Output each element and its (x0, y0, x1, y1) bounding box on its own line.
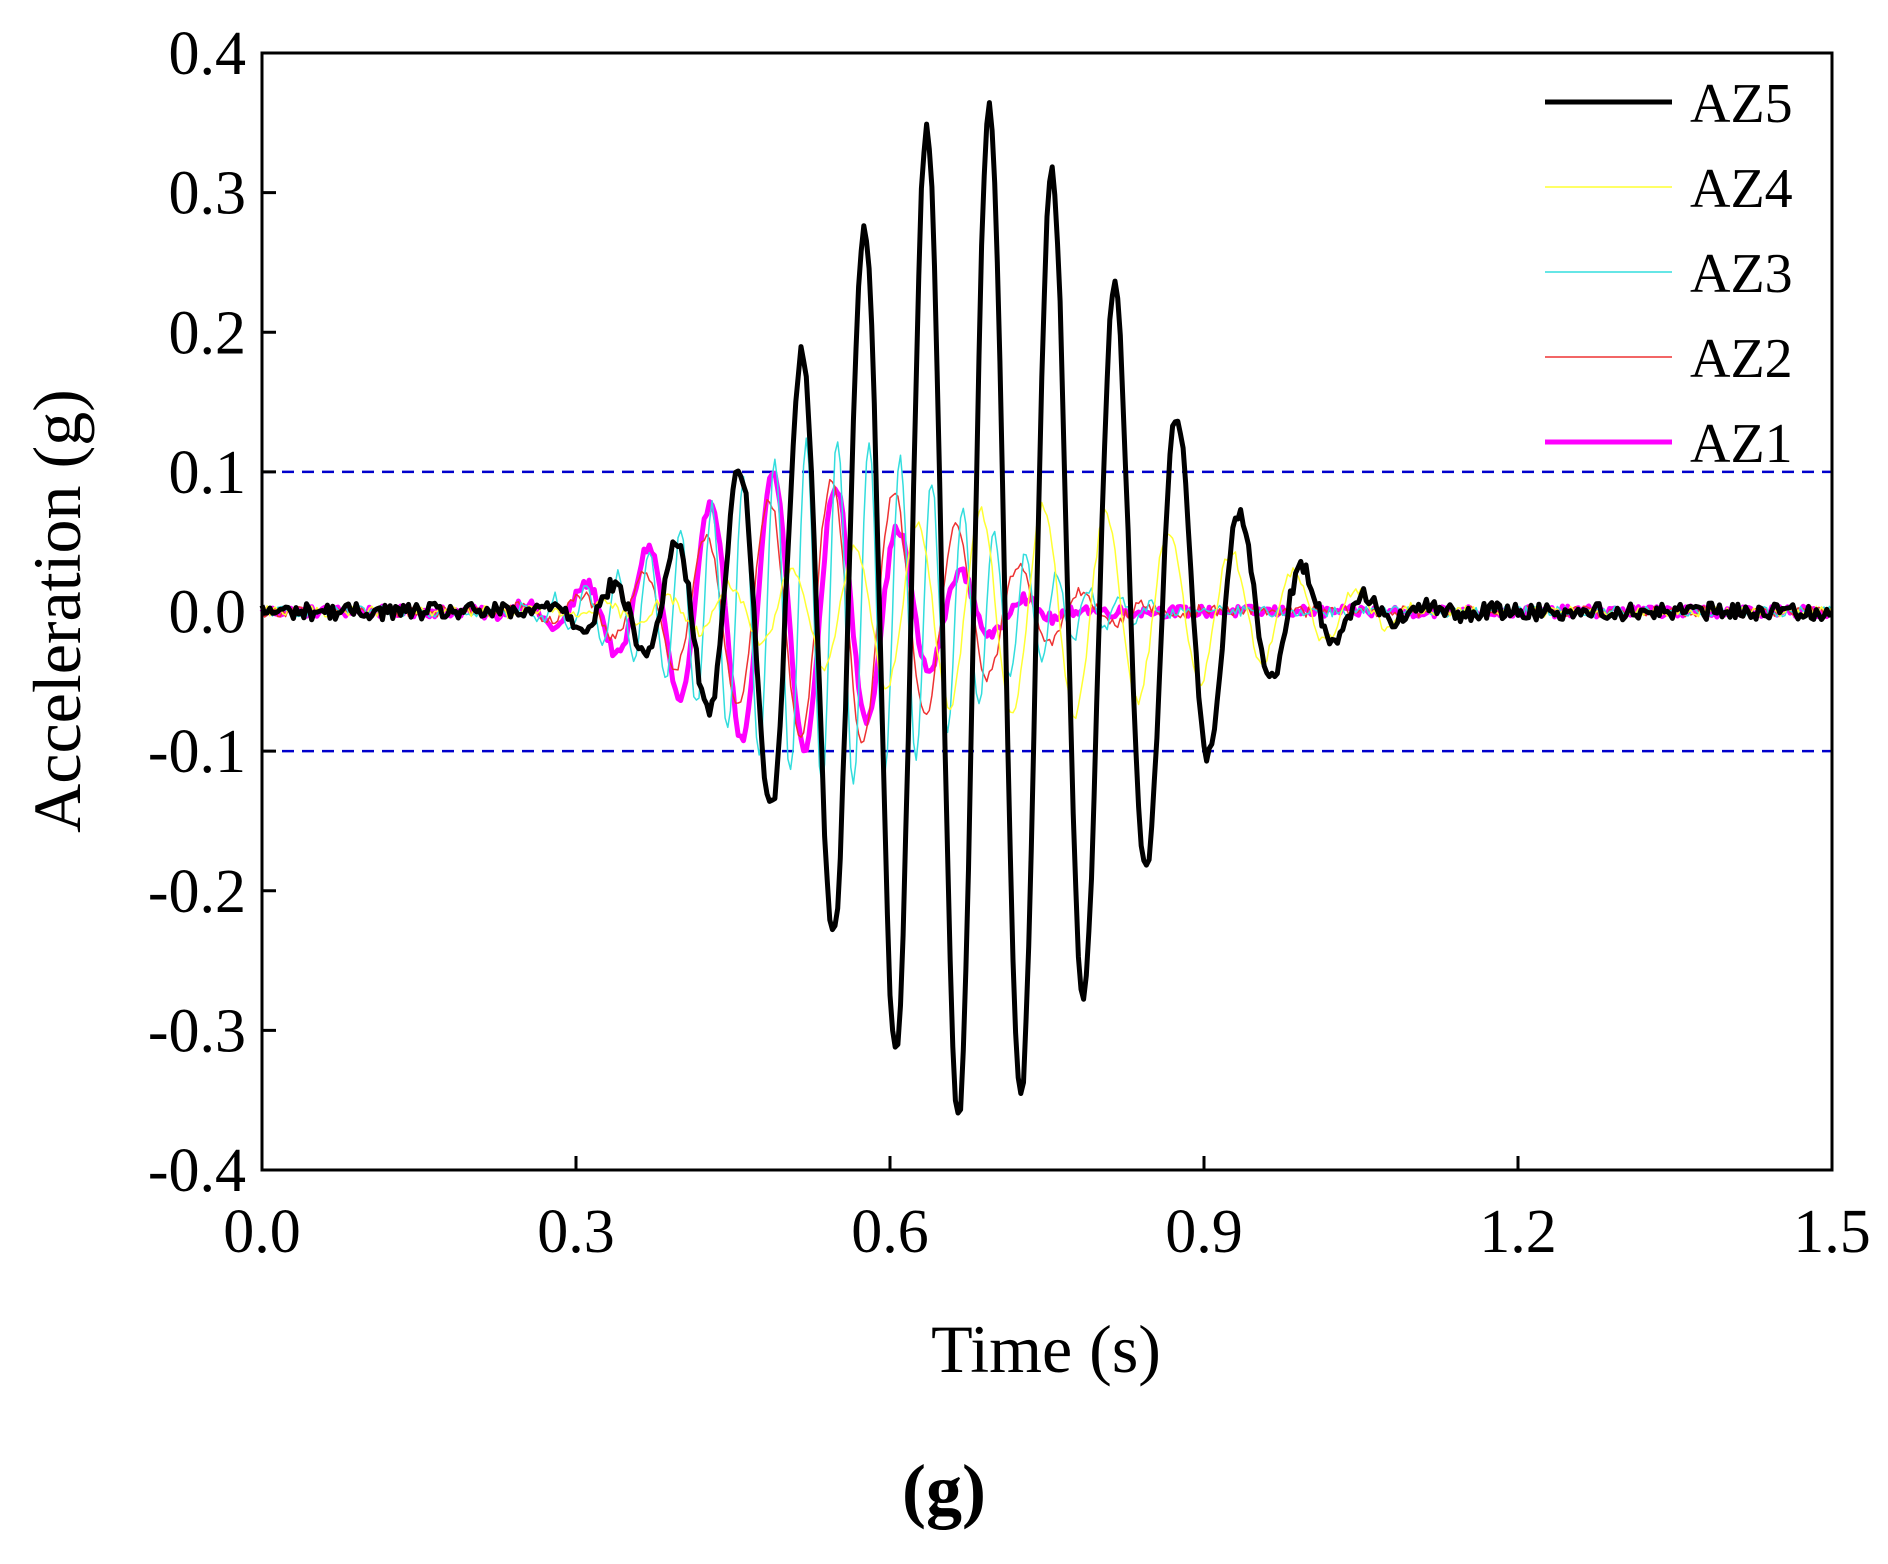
y-tick-label: 0.1 (169, 439, 247, 507)
y-axis-label: Acceleration (g) (19, 389, 95, 833)
y-tick-label: -0.2 (148, 858, 246, 926)
y-tick-label: 0.2 (169, 299, 247, 367)
y-tick-label: -0.3 (148, 997, 246, 1065)
y-tick-label: 0.4 (169, 20, 247, 88)
series-layer (259, 100, 1834, 1116)
x-tick-label: 1.2 (1479, 1198, 1557, 1266)
x-axis-label: Time (s) (931, 1311, 1161, 1387)
x-tick-label: 1.5 (1793, 1198, 1871, 1266)
x-tick-label: 0.0 (223, 1198, 301, 1266)
panel-label: (g) (902, 1450, 986, 1530)
legend-label-az5: AZ5 (1690, 73, 1793, 135)
x-tick-label: 0.9 (1165, 1198, 1243, 1266)
y-axis: -0.4 -0.3 -0.2 -0.1 0.0 0.1 0.2 0.3 0.4 (148, 20, 276, 1205)
y-tick-label: 0.3 (169, 160, 247, 228)
legend: AZ5 AZ4 AZ3 AZ2 AZ1 (1545, 73, 1793, 475)
legend-label-az2: AZ2 (1690, 328, 1793, 390)
x-axis: 0.0 0.3 0.6 0.9 1.2 1.5 (223, 1156, 1871, 1266)
series-line-az4 (261, 501, 1833, 720)
x-tick-label: 0.6 (851, 1198, 929, 1266)
reference-lines (262, 470, 1832, 753)
y-tick-label: -0.1 (148, 718, 246, 786)
legend-label-az1: AZ1 (1690, 413, 1793, 475)
series-line-az5 (259, 100, 1833, 1116)
legend-label-az4: AZ4 (1690, 158, 1793, 220)
y-tick-label: 0.0 (169, 579, 247, 647)
legend-label-az3: AZ3 (1690, 243, 1793, 305)
y-tick-label: -0.4 (148, 1137, 246, 1205)
x-tick-label: 0.3 (537, 1198, 615, 1266)
